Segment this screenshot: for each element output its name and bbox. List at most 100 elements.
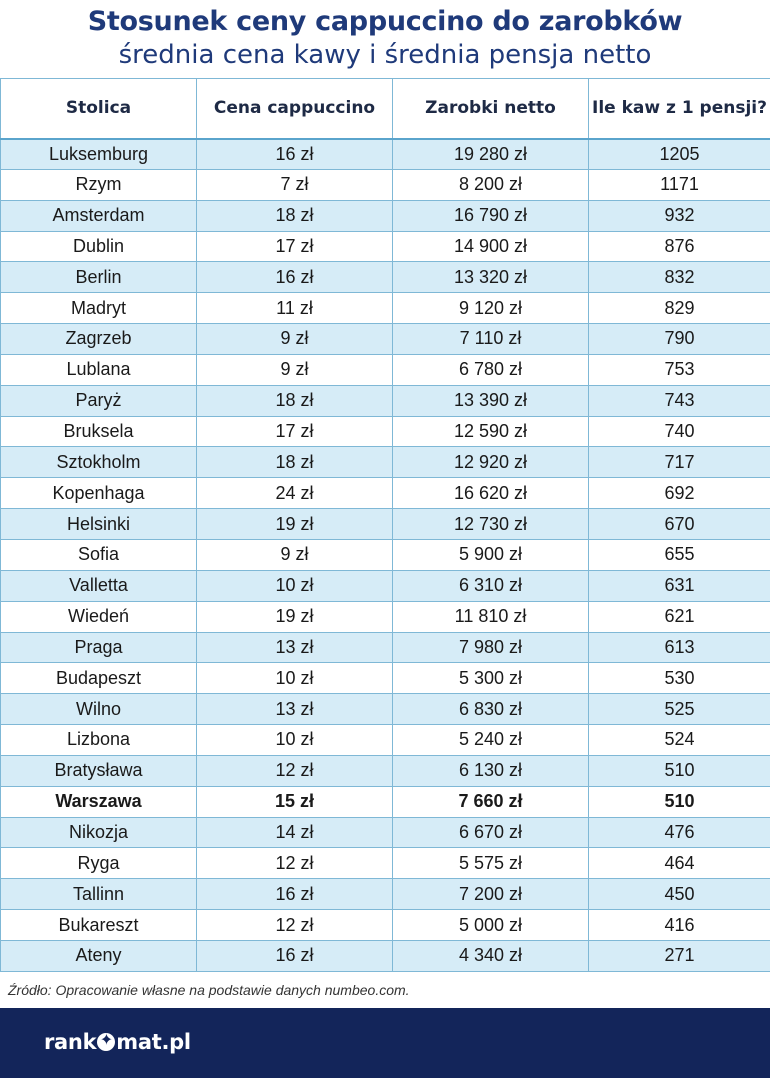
cell-city: Rzym xyxy=(0,168,197,201)
cell-price: 10 zł xyxy=(196,724,393,756)
cell-salary: 11 810 zł xyxy=(392,600,589,633)
cell-salary: 6 130 zł xyxy=(392,754,589,787)
cell-city: Wilno xyxy=(0,693,197,726)
cell-salary: 7 200 zł xyxy=(392,878,589,911)
cell-coffees: 692 xyxy=(588,477,770,510)
footer-bar: rank mat.pl xyxy=(0,1008,770,1078)
table-row: Wilno 13 zł 6 830 zł 525 xyxy=(0,693,770,726)
table-row: Berlin 16 zł 13 320 zł 832 xyxy=(0,261,770,294)
cell-city: Paryż xyxy=(0,384,197,417)
cell-price: 12 zł xyxy=(196,909,393,941)
cell-city: Helsinki xyxy=(0,508,197,540)
page-subtitle: średnia cena kawy i średnia pensja netto xyxy=(118,40,652,70)
cell-price: 11 zł xyxy=(196,292,393,325)
cell-price: 16 zł xyxy=(196,878,393,911)
cell-coffees: 829 xyxy=(588,292,770,325)
cell-city: Valletta xyxy=(0,569,197,602)
table-row: Kopenhaga 24 zł 16 620 zł 692 xyxy=(0,477,770,510)
cell-price: 19 zł xyxy=(196,600,393,633)
cell-city: Nikozja xyxy=(0,816,197,849)
cell-salary: 9 120 zł xyxy=(392,292,589,325)
cell-price: 24 zł xyxy=(196,477,393,510)
cell-city: Wiedeń xyxy=(0,600,197,633)
cell-city: Madryt xyxy=(0,292,197,325)
column-header-city: Stolica xyxy=(0,78,197,140)
cell-city: Warszawa xyxy=(0,785,197,818)
cell-city: Ateny xyxy=(0,939,197,972)
cell-coffees: 740 xyxy=(588,415,770,448)
cell-salary: 16 790 zł xyxy=(392,199,589,232)
brand-logo[interactable]: rank mat.pl xyxy=(44,1030,191,1054)
cell-salary: 6 830 zł xyxy=(392,693,589,726)
cell-city: Berlin xyxy=(0,261,197,294)
cell-city: Budapeszt xyxy=(0,662,197,695)
cell-salary: 7 660 zł xyxy=(392,785,589,818)
cell-city: Ryga xyxy=(0,847,197,880)
cell-salary: 13 320 zł xyxy=(392,261,589,294)
cell-city: Sztokholm xyxy=(0,446,197,479)
cell-price: 16 zł xyxy=(196,261,393,294)
table-row: Madryt 11 zł 9 120 zł 829 xyxy=(0,292,770,325)
source-note: Źródło: Opracowanie własne na podstawie … xyxy=(8,982,410,998)
cell-salary: 12 920 zł xyxy=(392,446,589,479)
cell-coffees: 271 xyxy=(588,939,770,972)
cell-coffees: 525 xyxy=(588,693,770,726)
cell-coffees: 753 xyxy=(588,353,770,386)
cell-price: 18 zł xyxy=(196,446,393,479)
table-row: Warszawa 15 zł 7 660 zł 510 xyxy=(0,785,770,818)
cell-price: 9 zł xyxy=(196,538,393,571)
cell-coffees: 876 xyxy=(588,230,770,263)
cell-coffees: 790 xyxy=(588,323,770,355)
table-row: Sztokholm 18 zł 12 920 zł 717 xyxy=(0,446,770,479)
cell-coffees: 670 xyxy=(588,508,770,540)
cell-salary: 5 000 zł xyxy=(392,909,589,941)
cell-city: Luksemburg xyxy=(0,138,197,170)
table-row: Wiedeń 19 zł 11 810 zł 621 xyxy=(0,600,770,633)
table-row: Bukareszt 12 zł 5 000 zł 416 xyxy=(0,909,770,941)
table-row: Tallinn 16 zł 7 200 zł 450 xyxy=(0,878,770,911)
cell-coffees: 524 xyxy=(588,724,770,756)
coffee-salary-table: Stolica Cena cappuccino Zarobki netto Il… xyxy=(0,78,770,972)
cell-price: 10 zł xyxy=(196,569,393,602)
cell-salary: 8 200 zł xyxy=(392,168,589,201)
cell-coffees: 510 xyxy=(588,754,770,787)
table-row: Amsterdam 18 zł 16 790 zł 932 xyxy=(0,199,770,232)
cell-salary: 5 240 zł xyxy=(392,724,589,756)
table-row: Paryż 18 zł 13 390 zł 743 xyxy=(0,384,770,417)
table-row: Ryga 12 zł 5 575 zł 464 xyxy=(0,847,770,880)
cell-coffees: 530 xyxy=(588,662,770,695)
table-row: Ateny 16 zł 4 340 zł 271 xyxy=(0,939,770,972)
cell-salary: 5 575 zł xyxy=(392,847,589,880)
table-row: Nikozja 14 zł 6 670 zł 476 xyxy=(0,816,770,849)
cell-price: 19 zł xyxy=(196,508,393,540)
cell-salary: 14 900 zł xyxy=(392,230,589,263)
cell-price: 13 zł xyxy=(196,693,393,726)
table-row: Bruksela 17 zł 12 590 zł 740 xyxy=(0,415,770,448)
table-row: Dublin 17 zł 14 900 zł 876 xyxy=(0,230,770,263)
cell-coffees: 932 xyxy=(588,199,770,232)
cell-coffees: 832 xyxy=(588,261,770,294)
logo-text-right: mat.pl xyxy=(116,1030,191,1054)
cell-price: 12 zł xyxy=(196,847,393,880)
cell-city: Dublin xyxy=(0,230,197,263)
cell-price: 17 zł xyxy=(196,230,393,263)
cell-city: Lizbona xyxy=(0,724,197,756)
cell-price: 18 zł xyxy=(196,384,393,417)
cell-salary: 19 280 zł xyxy=(392,138,589,170)
cell-price: 15 zł xyxy=(196,785,393,818)
table-row: Bratysława 12 zł 6 130 zł 510 xyxy=(0,754,770,787)
cell-price: 9 zł xyxy=(196,323,393,355)
cell-city: Praga xyxy=(0,631,197,664)
table-row: Lizbona 10 zł 5 240 zł 524 xyxy=(0,724,770,756)
cell-coffees: 510 xyxy=(588,785,770,818)
column-header-price: Cena cappuccino xyxy=(196,78,393,140)
cell-city: Kopenhaga xyxy=(0,477,197,510)
cell-city: Bratysława xyxy=(0,754,197,787)
cell-city: Bukareszt xyxy=(0,909,197,941)
header: Stosunek ceny cappuccino do zarobków śre… xyxy=(0,0,770,78)
cell-coffees: 476 xyxy=(588,816,770,849)
cell-salary: 7 980 zł xyxy=(392,631,589,664)
cell-salary: 6 780 zł xyxy=(392,353,589,386)
table-row: Zagrzeb 9 zł 7 110 zł 790 xyxy=(0,323,770,355)
cell-coffees: 613 xyxy=(588,631,770,664)
